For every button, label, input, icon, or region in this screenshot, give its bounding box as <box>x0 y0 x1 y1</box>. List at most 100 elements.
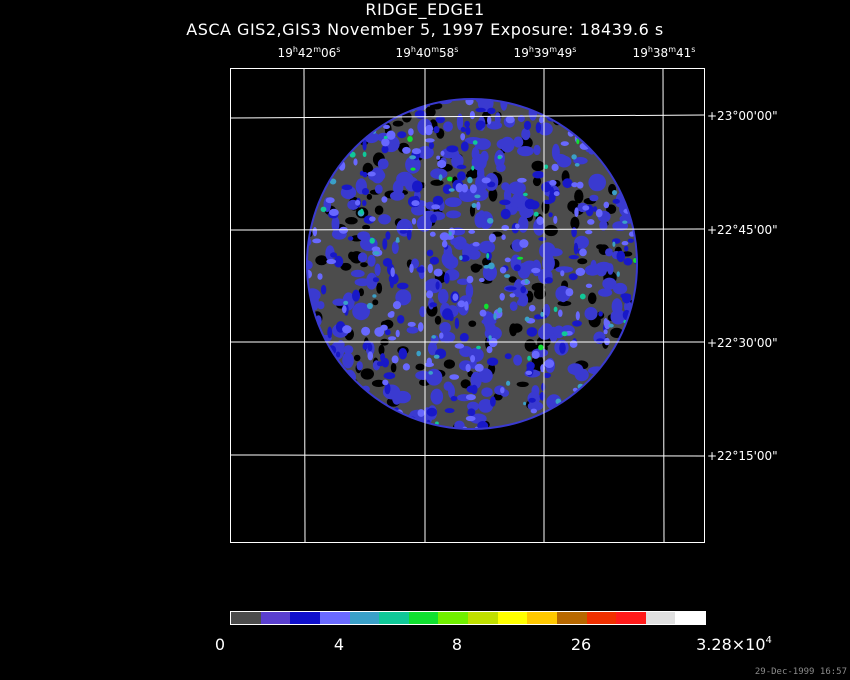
count-blob <box>382 238 388 250</box>
count-blob <box>603 318 608 327</box>
count-blob <box>424 138 435 143</box>
count-blob <box>320 206 327 212</box>
count-blob <box>374 184 383 194</box>
count-blob <box>355 199 361 206</box>
coordinate-grid <box>230 68 705 543</box>
count-blob <box>531 267 541 274</box>
count-blob <box>457 278 470 285</box>
count-blob <box>335 351 341 358</box>
count-blob <box>384 329 391 336</box>
count-blob <box>468 320 477 327</box>
count-blob <box>474 212 485 228</box>
count-blob <box>459 332 469 342</box>
count-blob <box>397 315 405 324</box>
count-blob <box>386 130 396 140</box>
count-blob <box>465 415 476 422</box>
count-blob <box>574 207 579 218</box>
count-blob <box>433 126 440 134</box>
count-blob <box>433 268 443 277</box>
count-blob <box>353 354 361 362</box>
count-blob <box>417 409 425 417</box>
count-blob <box>450 237 459 246</box>
count-blob <box>553 191 560 197</box>
count-blob <box>380 324 388 331</box>
count-blob <box>342 305 347 314</box>
count-blob <box>448 188 455 192</box>
count-blob <box>499 199 511 206</box>
count-blob <box>471 154 487 171</box>
count-blob <box>354 278 371 287</box>
count-blob <box>372 277 380 283</box>
count-blob <box>427 341 438 356</box>
count-blob <box>479 309 487 317</box>
colorbar-segment <box>527 612 557 624</box>
count-blob <box>327 326 333 339</box>
count-blob <box>415 363 425 371</box>
count-blob <box>340 262 352 271</box>
count-blob <box>329 178 337 185</box>
count-blob <box>469 184 477 194</box>
count-blob <box>439 332 444 339</box>
count-blob <box>523 120 532 130</box>
timestamp: 29-Dec-1999 16:57 <box>754 667 847 677</box>
colorbar-segment <box>645 612 676 624</box>
count-blob <box>521 128 531 141</box>
count-blob <box>357 252 368 263</box>
ra-tick-label: 19h39m49s <box>513 45 577 60</box>
count-blob <box>559 342 566 354</box>
count-blob <box>555 266 574 273</box>
count-blob <box>470 355 476 363</box>
count-blob <box>465 126 471 136</box>
count-blob <box>435 115 445 124</box>
count-blob <box>395 289 412 306</box>
count-blob <box>454 343 465 349</box>
count-blob <box>312 238 322 244</box>
count-blob <box>574 235 589 249</box>
count-blob <box>574 189 584 204</box>
count-blob <box>411 200 420 207</box>
count-blob <box>475 99 491 105</box>
count-blob <box>470 371 482 389</box>
count-blob <box>407 321 416 327</box>
count-blob <box>470 263 481 273</box>
count-blob <box>528 397 536 403</box>
count-blob <box>380 353 386 362</box>
count-blob <box>392 301 402 310</box>
count-blob <box>466 170 476 177</box>
count-blob <box>360 208 364 215</box>
count-blob <box>467 408 476 417</box>
count-blob <box>487 107 496 115</box>
count-blob <box>497 155 502 160</box>
observation-subtitle: ASCA GIS2,GIS3 November 5, 1997 Exposure… <box>186 20 664 39</box>
count-blob <box>579 248 587 257</box>
count-blob <box>486 346 493 354</box>
count-blob <box>562 178 573 189</box>
count-blob <box>536 216 544 226</box>
count-blob <box>513 136 524 148</box>
count-blob <box>575 311 580 321</box>
count-blob <box>568 255 579 260</box>
count-blob <box>396 282 409 290</box>
count-blob <box>467 176 473 184</box>
count-blob <box>588 173 606 192</box>
count-blob <box>342 352 354 369</box>
count-blob <box>424 362 434 368</box>
count-blob <box>397 131 407 139</box>
count-blob <box>585 230 593 235</box>
count-blob <box>406 228 412 241</box>
count-blob <box>587 219 595 225</box>
count-blob <box>524 198 536 210</box>
count-blob <box>430 214 437 223</box>
count-blob <box>460 141 469 152</box>
count-blob <box>317 301 325 310</box>
count-blob <box>603 201 610 209</box>
count-blob <box>500 208 511 220</box>
count-blob <box>390 267 395 278</box>
count-blob <box>572 320 582 327</box>
count-blob <box>534 314 542 320</box>
count-blob <box>383 124 390 129</box>
count-blob <box>481 177 491 184</box>
count-blob <box>474 194 481 199</box>
count-blob <box>487 357 499 366</box>
count-blob <box>358 288 364 297</box>
